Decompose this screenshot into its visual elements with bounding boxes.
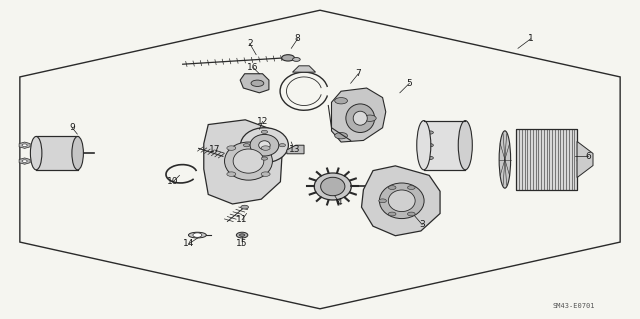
Ellipse shape (346, 104, 374, 132)
Circle shape (408, 186, 415, 189)
Circle shape (241, 205, 248, 209)
Circle shape (261, 130, 268, 133)
Polygon shape (20, 10, 620, 309)
Circle shape (227, 172, 236, 176)
Circle shape (227, 146, 236, 150)
Circle shape (388, 212, 396, 216)
Ellipse shape (499, 131, 511, 188)
Polygon shape (19, 158, 30, 164)
Polygon shape (204, 120, 282, 204)
Text: 17: 17 (209, 145, 220, 154)
Circle shape (193, 233, 202, 237)
Circle shape (261, 146, 270, 150)
Circle shape (335, 132, 348, 139)
Ellipse shape (241, 128, 289, 163)
Circle shape (427, 156, 433, 160)
Polygon shape (287, 145, 304, 154)
FancyBboxPatch shape (36, 137, 77, 170)
Circle shape (282, 55, 294, 61)
Polygon shape (577, 141, 593, 178)
Text: 10: 10 (168, 177, 179, 186)
Text: 2: 2 (247, 39, 253, 48)
Text: 8: 8 (295, 34, 301, 43)
Ellipse shape (188, 232, 206, 238)
Circle shape (427, 131, 433, 134)
Text: 1: 1 (528, 34, 534, 43)
Ellipse shape (321, 177, 345, 196)
Text: 16: 16 (247, 63, 259, 72)
Ellipse shape (388, 190, 415, 211)
Ellipse shape (250, 134, 279, 156)
Polygon shape (332, 88, 386, 142)
FancyBboxPatch shape (424, 121, 465, 170)
Polygon shape (292, 66, 316, 72)
Text: 12: 12 (257, 117, 268, 126)
Ellipse shape (72, 137, 83, 170)
Text: 14: 14 (184, 239, 195, 248)
Ellipse shape (353, 111, 367, 125)
Circle shape (335, 98, 348, 104)
Circle shape (239, 234, 244, 236)
Polygon shape (19, 142, 30, 148)
Circle shape (22, 144, 27, 146)
Ellipse shape (259, 141, 270, 150)
Circle shape (427, 144, 433, 147)
Ellipse shape (417, 121, 431, 170)
Text: 13: 13 (289, 145, 300, 154)
Circle shape (236, 232, 248, 238)
Text: 3: 3 (419, 220, 425, 229)
Ellipse shape (458, 121, 472, 170)
Text: 7: 7 (355, 69, 361, 78)
Ellipse shape (314, 173, 351, 200)
Circle shape (279, 144, 285, 147)
Circle shape (364, 115, 376, 122)
Circle shape (408, 212, 415, 216)
Ellipse shape (380, 183, 424, 219)
Text: 5: 5 (406, 79, 412, 88)
Circle shape (22, 160, 27, 162)
Circle shape (388, 186, 396, 189)
Ellipse shape (233, 149, 264, 173)
Polygon shape (362, 166, 440, 236)
Circle shape (261, 157, 268, 160)
Ellipse shape (225, 142, 273, 180)
Text: SM43-E0701: SM43-E0701 (552, 303, 595, 309)
Text: 6: 6 (586, 152, 591, 161)
Circle shape (243, 144, 250, 147)
Text: 11: 11 (236, 215, 248, 224)
Text: 9: 9 (69, 123, 75, 132)
Circle shape (292, 57, 300, 61)
Circle shape (261, 172, 270, 176)
Ellipse shape (30, 137, 42, 170)
FancyBboxPatch shape (516, 129, 577, 190)
Circle shape (251, 80, 264, 86)
Circle shape (379, 199, 387, 203)
Text: 4: 4 (337, 198, 342, 207)
Polygon shape (240, 74, 269, 93)
Text: 15: 15 (236, 239, 248, 248)
